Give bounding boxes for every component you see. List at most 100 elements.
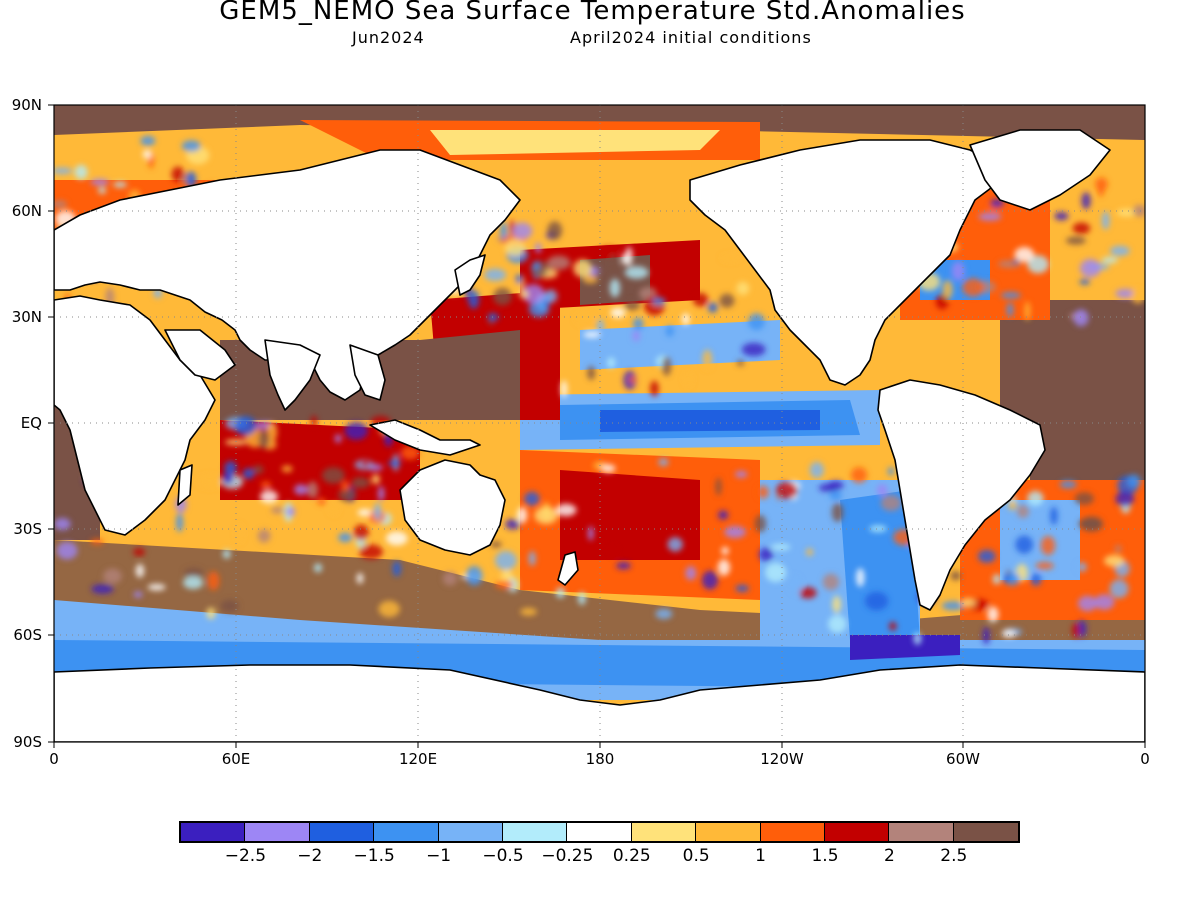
colorbar-swatch — [309, 823, 375, 841]
anomaly-blob — [544, 289, 558, 304]
lat-label: EQ — [20, 414, 42, 432]
anomaly-blob — [222, 549, 231, 559]
anomaly-blob — [719, 293, 735, 308]
lon-label: 60W — [946, 750, 980, 768]
colorbar — [179, 821, 1021, 843]
anomaly-blob — [685, 566, 697, 581]
anomaly-blob — [799, 587, 817, 599]
anomaly-blob — [442, 571, 458, 586]
anomaly-blob — [869, 525, 887, 533]
anomaly-blob — [220, 599, 239, 613]
anomaly-blob — [832, 595, 842, 614]
anomaly-blob — [90, 178, 110, 186]
anomaly-blob — [504, 238, 526, 256]
anomaly-blob — [707, 302, 718, 313]
anomaly-blob — [56, 541, 78, 560]
anomaly-blob — [1115, 491, 1135, 507]
anomaly-blob — [356, 572, 364, 584]
anomaly-blob — [258, 429, 270, 449]
anomaly-blob — [941, 601, 965, 611]
anomaly-blob — [252, 465, 264, 474]
anomaly-blob — [982, 626, 990, 645]
anomaly-blob — [307, 481, 318, 499]
anomaly-patch-cold-tongue-center — [600, 410, 820, 432]
anomaly-blob — [770, 543, 791, 551]
anomaly-blob — [1001, 575, 1011, 583]
anomaly-blob — [809, 461, 824, 479]
anomaly-blob — [876, 484, 888, 497]
land-antarctica — [54, 664, 1145, 742]
anomaly-blob — [632, 330, 640, 342]
anomaly-blob — [942, 280, 953, 299]
anomaly-blob — [353, 524, 369, 541]
anomaly-blob — [887, 467, 895, 476]
anomaly-blob — [90, 538, 104, 545]
colorbar-label: 0.5 — [682, 846, 710, 866]
anomaly-blob — [555, 587, 566, 599]
anomaly-blob — [616, 562, 631, 570]
anomaly-blob — [373, 503, 382, 521]
anomaly-blob — [91, 584, 114, 594]
anomaly-blob — [992, 574, 1001, 585]
anomaly-blob — [596, 319, 605, 335]
colorbar-label: −2.5 — [224, 846, 267, 866]
lon-label: 60E — [221, 750, 251, 768]
anomaly-blob — [334, 434, 342, 443]
colorbar-swatch — [502, 823, 568, 841]
lat-label: 60N — [11, 202, 42, 220]
anomaly-blob — [1035, 562, 1054, 570]
anomaly-blob — [1001, 629, 1016, 638]
anomaly-blob — [1132, 204, 1145, 217]
anomaly-blob — [1104, 554, 1125, 567]
anomaly-blob — [1079, 258, 1101, 278]
anomaly-blob — [385, 531, 408, 546]
lat-label: 30S — [13, 520, 42, 538]
land-indonesia — [369, 419, 481, 456]
anomaly-blob — [528, 551, 536, 566]
anomaly-blob — [286, 506, 296, 517]
anomaly-blob — [519, 290, 529, 299]
forecast-month: Jun2024 — [352, 28, 425, 47]
anomaly-blob — [1098, 186, 1104, 197]
anomaly-blob — [344, 421, 368, 440]
anomaly-blob — [1024, 301, 1031, 321]
anomaly-blob — [818, 483, 838, 492]
anomaly-blob — [609, 255, 617, 273]
anomaly-patch-south-atlantic-blue — [1000, 500, 1080, 580]
anomaly-blob — [500, 221, 508, 240]
anomaly-blob — [1095, 177, 1108, 191]
colorbar-label: −1.5 — [353, 846, 395, 866]
anomaly-blob — [224, 461, 237, 475]
anomaly-blob — [468, 290, 480, 309]
anomaly-blob — [524, 491, 540, 506]
land-se-asia — [349, 344, 386, 401]
anomaly-blob — [735, 470, 748, 478]
land-new-zealand — [557, 551, 579, 586]
anomaly-blob — [113, 181, 127, 188]
anomaly-blob — [650, 380, 659, 397]
anomaly-blob — [294, 484, 308, 495]
land-madagascar — [177, 464, 193, 506]
anomaly-blob — [831, 502, 844, 522]
graticule — [54, 105, 1145, 742]
colorbar-label: −0.25 — [541, 846, 594, 866]
chart-title: GEM5_NEMO Sea Surface Temperature Std.An… — [219, 0, 966, 26]
anomaly-blob — [493, 287, 512, 306]
anomaly-blob — [495, 580, 514, 590]
anomaly-blob — [266, 422, 278, 442]
anomaly-blob — [313, 563, 323, 573]
anomaly-blob — [338, 487, 357, 502]
colorbar-swatch — [374, 823, 439, 841]
anomaly-blob — [490, 541, 502, 548]
anomaly-blob — [140, 135, 156, 146]
colorbar-swatch — [631, 823, 697, 841]
anomaly-blob — [961, 598, 976, 608]
anomaly-blob — [400, 446, 420, 460]
anomaly-blob — [103, 568, 122, 584]
land-australia — [399, 459, 506, 556]
anomaly-blob — [1076, 562, 1087, 572]
anomaly-blob — [142, 149, 152, 159]
anomaly-blob — [1006, 302, 1014, 318]
anomaly-blob — [184, 568, 204, 578]
anomaly-blob — [1101, 211, 1110, 230]
